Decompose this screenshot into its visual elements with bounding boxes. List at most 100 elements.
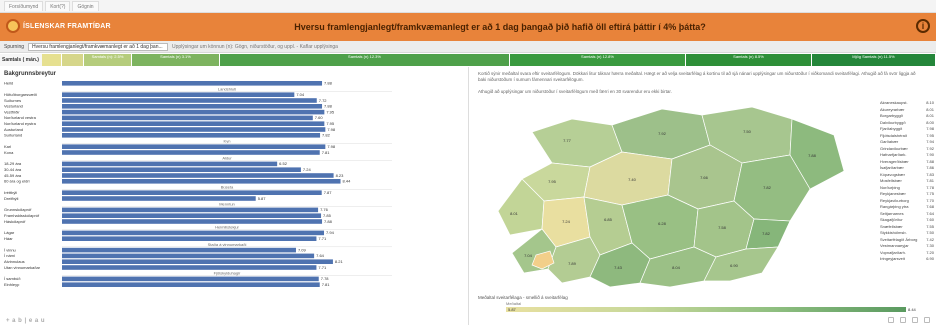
municipality-row[interactable]: Reykjanesbær 7.75 [880, 191, 934, 198]
map-value-label: 6.28 [658, 221, 667, 226]
municipality-row[interactable]: Garðabær 7.94 [880, 139, 934, 146]
question-dropdown[interactable]: Hversu framlengjanlegt/framkvæmanlegt er… [28, 42, 169, 51]
municipality-row[interactable]: Vopnafjarðarh. 7.20 [880, 250, 934, 257]
municipality-value: 7.75 [926, 191, 934, 196]
municipality-row[interactable]: Fljótsdalshérað 7.95 [880, 133, 934, 140]
municipality-row[interactable]: Stykkishólmsb. 7.50 [880, 230, 934, 237]
capital-region[interactable] [531, 250, 555, 270]
municipality-region[interactable] [703, 246, 779, 282]
municipality-region[interactable] [789, 118, 845, 190]
legend-segment: Samtals (n) 3.1% [132, 54, 220, 66]
bar-label: Einhleyp [4, 282, 20, 287]
bar [62, 81, 323, 86]
bar-value-label: 7.09 [298, 247, 307, 252]
municipality-row[interactable]: Sveitarfélagið Árborg 7.42 [880, 237, 934, 244]
municipality-row[interactable]: Skagafjörður 7.60 [880, 217, 934, 224]
map-value-label: 7.95 [548, 179, 557, 184]
municipality-list: Akraneskaupst. 8.10 Akureyrarbær 8.01 Borgar… [880, 100, 934, 263]
tab-kort[interactable]: Kort(?) [45, 1, 71, 11]
municipality-value: 8.01 [926, 113, 934, 118]
municipality-row[interactable]: Seltjarnarnes 7.64 [880, 211, 934, 218]
filter-bar: Spurning Hversu framlengjanlegt/framkvæm… [0, 41, 936, 53]
bar-value-label: 7.88 [324, 81, 333, 86]
bar [62, 92, 295, 97]
bar-label: Heild [4, 81, 13, 86]
bar-value-label: 7.95 [326, 109, 335, 114]
municipality-row[interactable]: Akraneskaupst. 8.10 [880, 100, 934, 107]
bar-label: 60 ára og eldri [4, 179, 30, 184]
bar-value-label: 6.52 [279, 161, 288, 166]
municipality-row[interactable]: Ísafjarðarbær 7.86 [880, 165, 934, 172]
municipality-value: 6.90 [926, 256, 934, 261]
bar [62, 161, 278, 167]
fullscreen-icon[interactable] [924, 317, 930, 323]
municipality-name: Vestmannaeyjar [880, 243, 909, 248]
municipality-row[interactable]: Hafnarfjarðark. 7.90 [880, 152, 934, 159]
municipality-row[interactable]: Akureyrarbær 8.01 [880, 107, 934, 114]
bar-label: Karl [4, 144, 11, 149]
map-value-label: 6.85 [604, 217, 613, 222]
municipality-row[interactable]: Snæfellsbær 7.55 [880, 224, 934, 231]
bar [62, 230, 325, 236]
municipality-row[interactable]: Norðurþing 7.78 [880, 185, 934, 192]
municipality-row[interactable]: Rangárþing ytra 7.68 [880, 204, 934, 211]
map-value-label: 8.01 [510, 211, 519, 216]
redo-icon[interactable] [900, 317, 906, 323]
municipality-row[interactable]: Borgarbyggð 8.01 [880, 113, 934, 120]
undo-icon[interactable] [888, 317, 894, 323]
legend-segment [62, 54, 84, 66]
info-icon[interactable]: i [916, 19, 930, 33]
municipality-row[interactable]: Mosfellsbær 7.81 [880, 178, 934, 185]
tab-gogn[interactable]: Gögnin [72, 1, 99, 11]
bar-value-label: 8.44 [343, 179, 352, 184]
municipality-name: Reykjanesbær [880, 191, 906, 196]
municipality-row[interactable]: Fjarðabyggð 7.98 [880, 126, 934, 133]
municipality-row[interactable]: Hveragerðisbær 7.88 [880, 159, 934, 166]
answer-distribution-legend: Samtals ( mán.) Samtals (n): 2.5% Samtals… [0, 54, 936, 66]
bar [62, 98, 317, 103]
bar-group-header: Búseta [221, 184, 234, 189]
municipality-name: Reykjavíkurborg [880, 197, 909, 203]
tab-forsidumynd[interactable]: Forsíðumynd [4, 1, 44, 11]
bar-label: Atvinnulaus [4, 259, 25, 264]
bar [62, 190, 322, 195]
bar-value-label: 7.81 [322, 282, 331, 287]
iceland-map[interactable]: 7.77 7.92 7.50 7.88 7.95 7.40 7.66 7.82 8.01 7.24… [472, 97, 882, 293]
municipality-value: 7.90 [926, 152, 934, 157]
bar-value-label: 7.87 [324, 190, 333, 195]
bar-value-label: 7.88 [324, 104, 333, 109]
map-value-label: 7.04 [524, 253, 533, 258]
municipality-row[interactable]: Vestmannaeyjar 7.30 [880, 243, 934, 250]
share-icon[interactable] [912, 317, 918, 323]
tableau-logo: + a b | e a u [6, 317, 46, 324]
municipality-name: Mosfellsbær [880, 178, 902, 183]
map-value-label: 7.58 [718, 225, 727, 230]
bar-value-label: 7.64 [316, 253, 325, 258]
map-legend-title: Meðaltal sveitarfélaga - smellið á sveit… [478, 295, 568, 300]
municipality-region[interactable] [497, 178, 545, 236]
bar [62, 104, 323, 109]
brand: ÍSLENSKAR FRAMTÍÐAR [6, 19, 111, 33]
bar [62, 150, 320, 155]
bar-label: Háskólapróf [4, 219, 26, 224]
municipality-row[interactable]: Dalvíkurbyggð 8.00 [880, 120, 934, 127]
municipality-value: 7.88 [926, 158, 934, 164]
municipality-value: 7.30 [926, 243, 934, 248]
bar-group-header: Landshluti [218, 86, 236, 91]
bar [62, 173, 334, 178]
municipality-row[interactable]: Þingeyjarsveit 6.90 [880, 256, 934, 263]
map-value-label: 7.66 [700, 175, 709, 180]
brand-name: ÍSLENSKAR FRAMTÍÐAR [23, 22, 111, 30]
bar [62, 236, 317, 241]
filter-label: Spurning [4, 43, 25, 50]
bar-label: Háar [4, 236, 13, 241]
bar-value-label: 7.94 [326, 230, 335, 235]
bar-value-label: 7.76 [320, 207, 329, 212]
map-color-scale [506, 307, 906, 312]
municipality-row[interactable]: Reykjavíkurborg 7.70 [880, 198, 934, 205]
bar-label: Vesturland [4, 104, 23, 109]
bar-value-label: 7.98 [327, 144, 336, 149]
municipality-row[interactable]: Kópavogsbær 7.83 [880, 172, 934, 179]
bar-label: Í sambúð [4, 276, 21, 281]
municipality-row[interactable]: Grindavíkurbær 7.92 [880, 146, 934, 153]
